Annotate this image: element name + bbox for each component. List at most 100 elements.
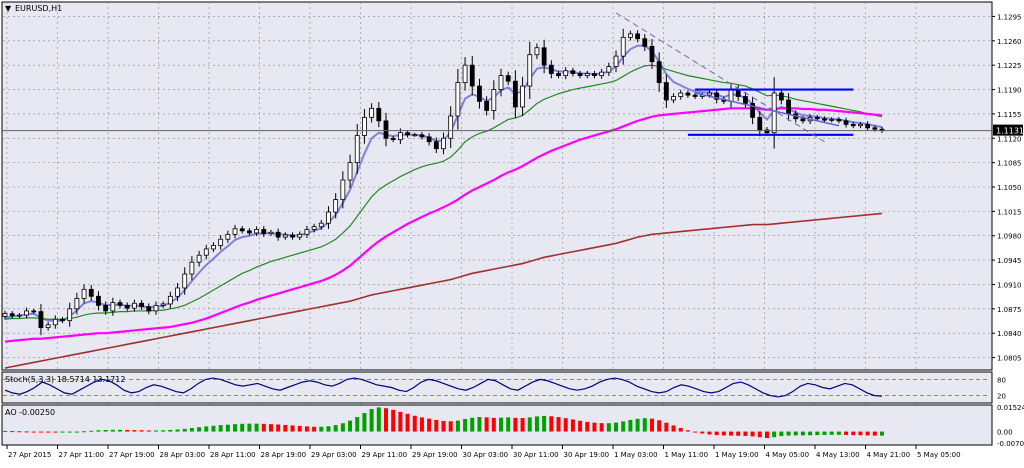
candle-bull bbox=[311, 226, 317, 230]
candle-bear bbox=[484, 100, 490, 111]
ao-bar-up bbox=[499, 417, 504, 432]
ao-bar-up bbox=[319, 426, 324, 432]
candle-bull bbox=[829, 119, 835, 121]
candle-bear bbox=[786, 99, 791, 115]
ao-bar-up bbox=[369, 408, 374, 432]
candle-bull bbox=[498, 75, 504, 90]
time-tick-label: 29 Apr 03:00 bbox=[311, 451, 357, 459]
price-tick-label: 1.0980 bbox=[997, 233, 1022, 241]
price-tick-label: 1.1015 bbox=[997, 208, 1022, 216]
stochastic-grid bbox=[3, 378, 990, 397]
price-tick-label: 1.1085 bbox=[997, 160, 1022, 168]
time-tick-label: 4 May 21:00 bbox=[867, 451, 911, 459]
ao-bar-up bbox=[614, 422, 619, 432]
ao-panel[interactable] bbox=[1, 404, 993, 446]
ao-bar-up bbox=[233, 424, 238, 432]
candle-bear bbox=[290, 234, 295, 238]
stoch-main-line bbox=[4, 377, 883, 398]
ao-bar-up bbox=[772, 431, 777, 438]
candle-bull bbox=[728, 89, 734, 102]
ao-bar-down bbox=[10, 431, 15, 433]
price-tick-label: 1.1225 bbox=[997, 62, 1022, 70]
ao-bar-down bbox=[858, 431, 863, 436]
ao-bar-down bbox=[764, 431, 769, 439]
ao-bar-down bbox=[283, 424, 288, 432]
price-tick-label: 1.1295 bbox=[997, 13, 1022, 21]
ao-bar-up bbox=[880, 431, 884, 436]
candle-bear bbox=[778, 92, 784, 101]
candle-bear bbox=[239, 228, 245, 232]
ao-bar-down bbox=[290, 425, 295, 432]
ao-bar-down bbox=[570, 419, 575, 432]
price-panel[interactable] bbox=[1, 1, 993, 371]
candle-bull bbox=[563, 70, 569, 77]
ao-bar-down bbox=[664, 422, 669, 432]
candle-bear bbox=[642, 38, 648, 47]
ao-bar-down bbox=[556, 417, 561, 432]
candle-bear bbox=[60, 318, 65, 322]
candle-bear bbox=[714, 92, 720, 100]
trend-lines[interactable] bbox=[615, 12, 854, 143]
candle-bear bbox=[139, 302, 144, 308]
price-tick-label: 1.1120 bbox=[997, 135, 1022, 143]
candle-bull bbox=[362, 116, 367, 136]
ao-bar-down bbox=[563, 418, 568, 432]
ao-bar-up bbox=[67, 431, 72, 433]
ao-bar-down bbox=[700, 431, 705, 434]
ao-bar-down bbox=[865, 431, 870, 436]
trend-line-dashed bbox=[615, 12, 825, 143]
time-tick-label: 1 May 03:00 bbox=[614, 451, 658, 459]
ao-bar-up bbox=[218, 425, 223, 432]
ao-histogram bbox=[3, 407, 884, 439]
price-tick-label: 1.1260 bbox=[997, 38, 1022, 46]
price-tick-label: 1.0805 bbox=[997, 355, 1022, 363]
ao-bar-down bbox=[448, 421, 453, 432]
candle-bear bbox=[31, 310, 37, 313]
candle-bear bbox=[635, 33, 640, 40]
candle-bull bbox=[81, 288, 87, 299]
ao-bar-down bbox=[441, 420, 446, 432]
ao-bar-down bbox=[31, 431, 36, 433]
candle-bull bbox=[175, 287, 180, 297]
candle-bear bbox=[663, 82, 669, 101]
candle-bear bbox=[469, 64, 475, 87]
candle-bull bbox=[74, 297, 80, 310]
ao-axis: 0.01524 0.00 -0.00709 bbox=[997, 404, 1024, 448]
ao-bar-up bbox=[621, 421, 626, 432]
candle-bear bbox=[38, 311, 44, 329]
current-price-label: 1.1131 bbox=[996, 127, 1024, 136]
ao-bar-up bbox=[606, 423, 611, 432]
stochastic-panel[interactable] bbox=[1, 371, 993, 404]
ao-bar-down bbox=[685, 430, 690, 432]
ao-bar-up bbox=[355, 417, 360, 432]
candle-bear bbox=[814, 116, 820, 120]
candle-bull bbox=[369, 107, 375, 118]
ao-bar-down bbox=[146, 430, 151, 432]
chart-menu-icon[interactable]: ▼ bbox=[5, 4, 12, 13]
ao-bar-up bbox=[463, 418, 468, 432]
candle-bear bbox=[390, 137, 396, 141]
ao-bar-up bbox=[161, 430, 166, 432]
stochastic-lines bbox=[4, 377, 883, 398]
price-tick-label: 1.0840 bbox=[997, 330, 1022, 338]
candle-bull bbox=[397, 132, 403, 141]
ao-bar-down bbox=[578, 420, 583, 432]
ao-bar-up bbox=[82, 431, 87, 433]
ao-bar-down bbox=[671, 425, 676, 432]
ao-bar-down bbox=[383, 408, 388, 432]
candle-bull bbox=[218, 238, 224, 246]
ao-bar-down bbox=[312, 426, 317, 432]
ao-bar-up bbox=[376, 407, 381, 432]
price-tick-label: 1.0910 bbox=[997, 281, 1022, 289]
ao-bar-up bbox=[362, 413, 367, 432]
candle-bear bbox=[477, 85, 482, 102]
candle-bull bbox=[196, 254, 202, 263]
candle-bear bbox=[685, 92, 691, 96]
trend-line-channel bbox=[694, 92, 840, 127]
candle-bull bbox=[707, 92, 712, 96]
ao-bar-down bbox=[513, 417, 518, 432]
candle-bear bbox=[656, 61, 662, 83]
ao-bar-down bbox=[391, 409, 396, 432]
